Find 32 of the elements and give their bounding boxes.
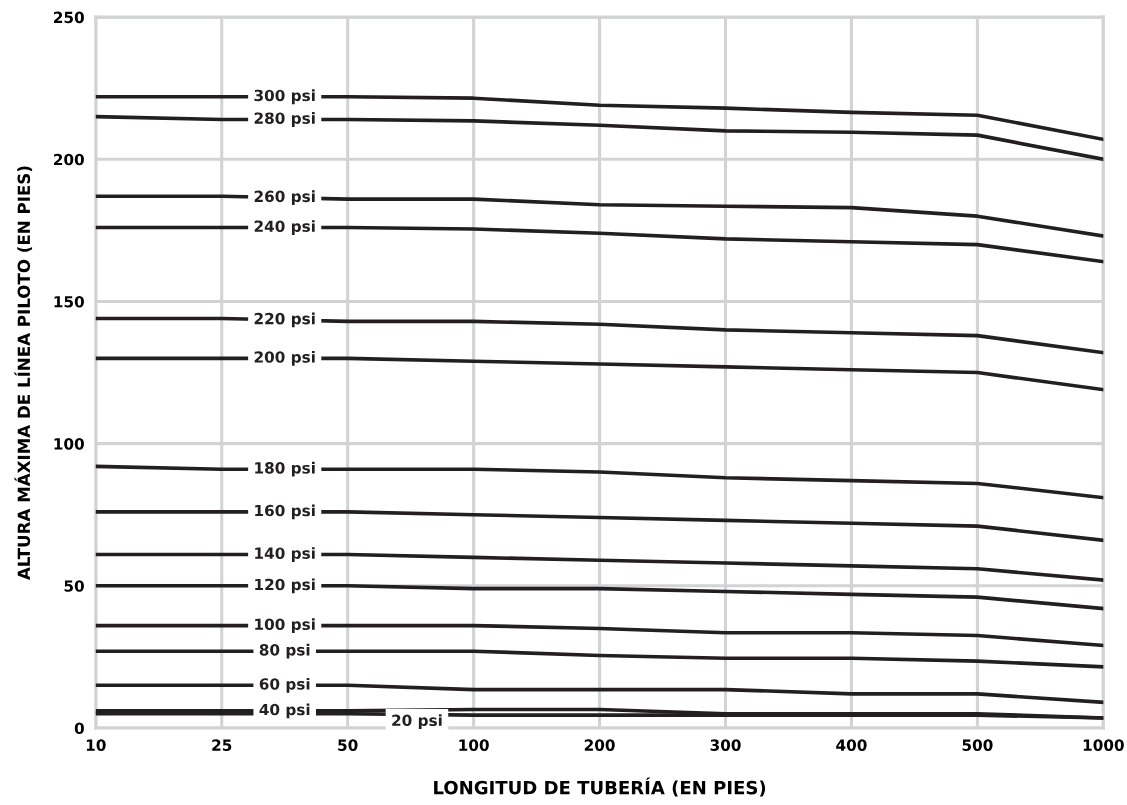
y-axis-title: ALTURA MÁXIMA DE LÍNEA PILOTO (EN PIES)	[14, 166, 33, 580]
y-tick-label: 250	[54, 11, 84, 24]
series-label: 220 psi	[254, 312, 315, 328]
series-label: 80 psi	[259, 643, 310, 659]
y-tick-label: 150	[54, 295, 84, 308]
series-label: 20 psi	[392, 714, 442, 730]
x-tick-label: 25	[212, 739, 232, 751]
series-label: 120 psi	[255, 578, 315, 594]
x-tick-label: 400	[836, 739, 867, 751]
series-label: 160 psi	[255, 504, 315, 520]
series-label: 140 psi	[255, 547, 315, 562]
x-tick-label: 500	[962, 739, 993, 751]
series-label: 100 psi	[255, 618, 315, 633]
series-label: 40 psi	[259, 703, 310, 719]
series-label: 240 psi	[254, 220, 315, 235]
x-tick-label: 10	[86, 739, 106, 751]
series-label: 180 psi	[255, 461, 315, 477]
series-label: 280 psi	[254, 112, 315, 127]
x-tick-label: 1000	[1083, 739, 1124, 751]
y-tick-label: 100	[54, 438, 84, 450]
y-tick-label: 200	[54, 153, 84, 166]
series-label: 260 psi	[254, 190, 315, 206]
x-tick-label: 200	[584, 739, 615, 751]
series-label: 200 psi	[254, 350, 315, 366]
x-tick-label: 100	[459, 739, 489, 751]
y-tick-label: 50	[64, 580, 84, 592]
y-tick-label: 0	[74, 722, 84, 734]
series-label: 300 psi	[254, 89, 315, 105]
series-label: 60 psi	[259, 677, 310, 693]
x-tick-label: 300	[710, 739, 741, 751]
x-tick-label: 50	[338, 739, 358, 751]
x-axis-title: LONGITUD DE TUBERÍA (EN PIES)	[434, 777, 766, 797]
